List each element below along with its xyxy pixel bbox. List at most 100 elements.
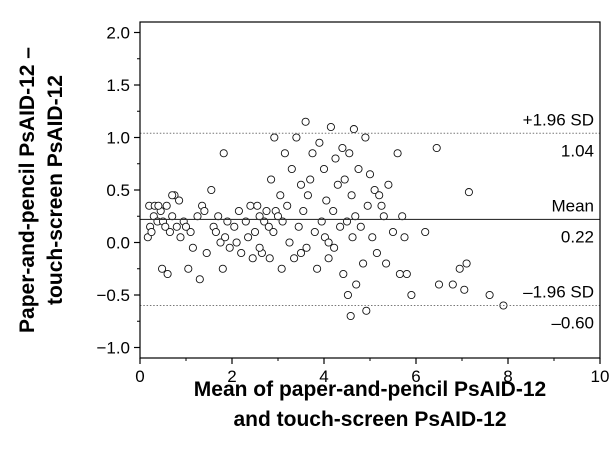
data-point [168, 212, 177, 221]
data-point [339, 269, 348, 279]
data-point [255, 243, 264, 252]
data-point [448, 280, 457, 289]
data-point [395, 269, 404, 279]
data-point [265, 254, 274, 263]
data-point [384, 180, 393, 189]
data-point [154, 201, 163, 210]
data-point [269, 227, 278, 237]
data-point [232, 238, 241, 247]
data-point [330, 243, 339, 252]
x-axis-title: and touch-screen PsAID-12 [233, 408, 506, 431]
y-tick-label: 0.0 [106, 234, 130, 253]
reference-line-label: +1.96 SD [523, 110, 594, 129]
data-point [310, 227, 319, 237]
data-point [382, 259, 391, 268]
data-point [290, 254, 299, 263]
reference-lines: +1.96 SD 1.04 Mean 0.22 –1.96 SD –0.60 [140, 110, 600, 333]
data-point [338, 143, 347, 153]
data-point [407, 290, 416, 300]
data-point [352, 280, 361, 289]
data-point [306, 175, 315, 184]
data-point [326, 122, 335, 132]
data-point [400, 233, 409, 242]
data-point [398, 212, 407, 221]
data-point [158, 264, 167, 273]
data-point [359, 259, 368, 268]
data-point [214, 212, 223, 221]
data-point [361, 133, 370, 142]
data-point [345, 149, 354, 158]
data-point [485, 290, 494, 300]
data-point [322, 196, 331, 205]
data-point [277, 264, 286, 273]
data-point [365, 170, 375, 179]
data-point [313, 264, 322, 273]
data-point [276, 191, 285, 200]
data-point [184, 264, 193, 273]
data-point [267, 175, 276, 184]
data-point [244, 233, 253, 242]
data-point [163, 269, 172, 279]
data-point [362, 306, 371, 315]
data-point [186, 227, 195, 237]
data-point [434, 280, 444, 289]
data-point [303, 191, 312, 200]
data-point [299, 206, 308, 216]
data-point [462, 259, 471, 268]
data-point [393, 149, 402, 158]
x-axis-title: Mean of paper-and-pencil PsAID-12 [194, 378, 546, 401]
data-point [340, 175, 349, 184]
axes: 0 2 4 6 8 10 2.0 1.5 1.0 0.5 0.0 −0.5 −1.0 [96, 21, 609, 386]
x-tick-label: 6 [411, 367, 420, 386]
data-point [264, 222, 273, 231]
data-point [285, 238, 294, 247]
data-point [175, 196, 184, 205]
data-point [292, 133, 301, 142]
data-point [432, 143, 441, 153]
data-point [402, 269, 411, 279]
y-tick-label: −1.0 [96, 339, 130, 358]
data-point [388, 227, 398, 237]
data-point [181, 222, 191, 231]
y-tick-label: 2.0 [106, 24, 130, 43]
x-tick-label: 0 [135, 367, 144, 386]
data-point [221, 233, 230, 242]
data-point [230, 222, 239, 231]
data-point [347, 191, 356, 200]
data-point [319, 164, 329, 174]
data-point [375, 191, 384, 200]
data-point [211, 227, 220, 237]
axis-labels: Mean of paper-and-pencil PsAID-12 and tou… [16, 47, 546, 431]
reference-line-value: 0.22 [561, 227, 594, 246]
data-point [172, 222, 181, 231]
data-point [324, 238, 333, 247]
data-point [162, 201, 171, 210]
reference-line-label: –1.96 SD [523, 283, 594, 302]
data-point [193, 212, 202, 221]
data-point [237, 248, 246, 258]
data-point [253, 201, 262, 210]
data-point [329, 206, 338, 216]
y-axis-title: Paper-and-pencil PsAID-12 – [16, 47, 39, 333]
data-point [188, 243, 197, 252]
data-point [333, 180, 342, 189]
data-point [377, 201, 386, 210]
data-point [250, 227, 260, 237]
x-tick-label: 8 [503, 367, 512, 386]
data-point [363, 201, 372, 210]
reference-line-label: Mean [551, 196, 594, 215]
x-tick-label: 4 [319, 367, 328, 386]
data-point [195, 275, 204, 284]
data-point [283, 201, 292, 210]
data-point [379, 212, 388, 221]
data-point [248, 254, 257, 263]
data-point [216, 238, 225, 247]
data-point [202, 248, 211, 258]
data-point [246, 201, 255, 210]
data-point [262, 206, 271, 216]
data-point [343, 290, 352, 300]
data-point [455, 264, 464, 273]
data-point [464, 188, 473, 197]
data-point [308, 149, 317, 158]
data-point [354, 164, 363, 174]
